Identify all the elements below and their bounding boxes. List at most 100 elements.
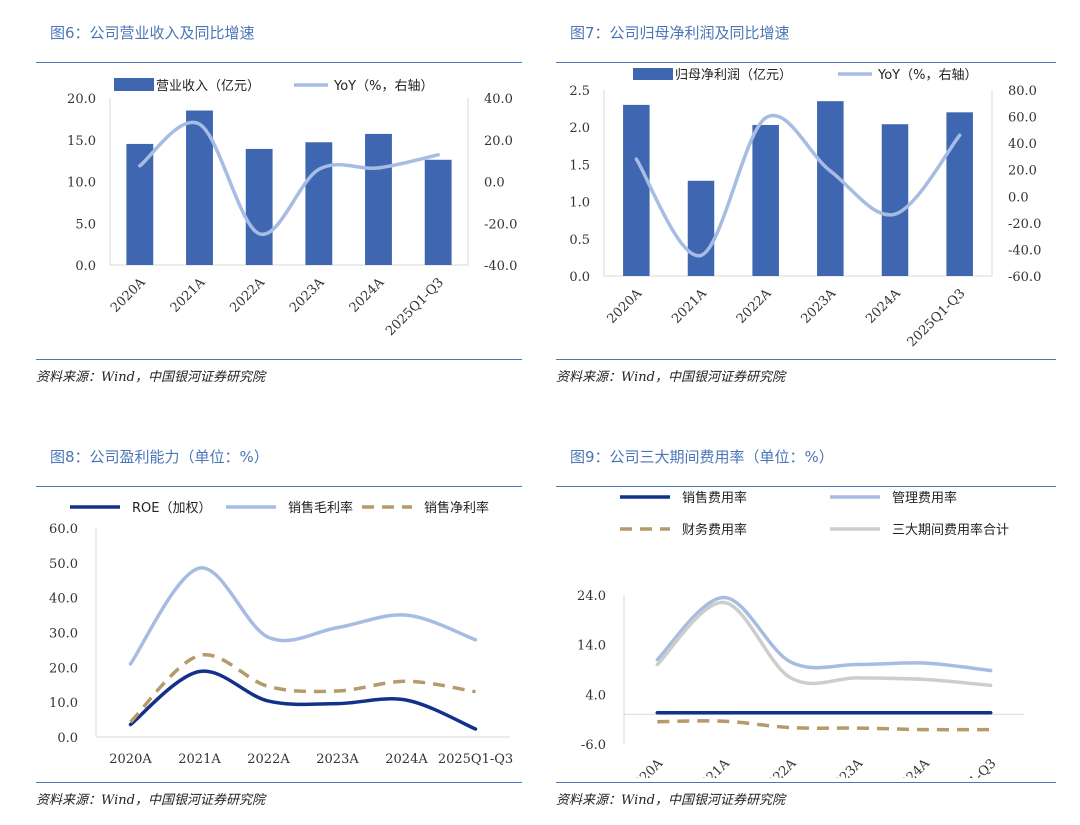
legend-bar-label: 归母净利润（亿元）	[675, 68, 792, 83]
yoy-line	[634, 113, 962, 258]
y-left-tick-label: 0.5	[569, 233, 590, 248]
y-right-tick-label: 0.0	[1008, 190, 1029, 205]
y-right-tick-label: 20.0	[1008, 164, 1037, 179]
x-tick-label: 2020A	[626, 756, 667, 778]
y-tick-label: 30.0	[49, 627, 78, 642]
legend-bar-swatch	[114, 78, 154, 91]
figure-6-bottom-rule	[36, 359, 522, 360]
y-right-tick-label: 20.0	[484, 134, 513, 149]
x-tick-label: 2023A	[826, 756, 867, 778]
x-tick-label: 2021A	[669, 286, 710, 327]
y-tick-label: 0.0	[57, 731, 78, 746]
y-left-tick-label: 0.0	[75, 259, 96, 274]
y-left-tick-label: 10.0	[67, 176, 96, 191]
figure-8-chart: 60.0 50.0 40.0 30.0 20.0 10.0 0.0 2020A 2021A 202…	[49, 500, 513, 767]
figure-9-source: 资料来源：Wind，中国银河证券研究院	[556, 793, 785, 808]
y-tick-label: 60.0	[49, 522, 78, 537]
figure-8-title: 图8：公司盈利能力（单位：%）	[50, 448, 269, 466]
y-tick-label: 50.0	[49, 557, 78, 572]
figure-9-title-rule	[556, 486, 1056, 487]
y-left-tick-label: 2.5	[569, 84, 590, 99]
y-left-tick-label: 1.0	[569, 196, 590, 211]
x-tick-label: 2025Q1-Q3	[936, 756, 1000, 778]
y-left-tick-label: 2.0	[569, 121, 590, 136]
figure-8-source: 资料来源：Wind，中国银河证券研究院	[36, 793, 265, 808]
bar-2022A	[752, 124, 779, 276]
bar-2024A	[365, 133, 392, 265]
y-left-tick-label: 20.0	[67, 92, 96, 107]
x-tick-label: 2023A	[316, 752, 359, 767]
y-left-tick-label: 0.0	[569, 270, 590, 285]
legend-bar-swatch	[633, 68, 673, 80]
figure-7-bottom-rule	[556, 359, 1056, 360]
y-tick-label: 20.0	[49, 661, 78, 676]
x-tick-label: 2025Q1-Q3	[438, 752, 513, 767]
series-line-1	[128, 566, 478, 666]
legend-label-0: 销售费用率	[682, 490, 747, 506]
y-right-tick-label: 40.0	[1008, 137, 1037, 152]
bar-2023A	[305, 142, 333, 265]
x-tick-label: 2021A	[692, 756, 733, 778]
y-tick-label: 24.0	[577, 589, 606, 604]
figure-6-panel: 图6：公司营业收入及同比增速 20.0 15.0 10.0 5.0 0.0 40.0 20.…	[36, 18, 522, 390]
x-tick-label: 2022A	[759, 756, 800, 778]
figure-6-source: 资料来源：Wind，中国银河证券研究院	[36, 370, 265, 385]
x-tick-label: 2020A	[109, 752, 152, 767]
x-tick-label: 2025Q1-Q3	[905, 286, 969, 350]
series-line-1	[655, 595, 993, 673]
figure-9-chart: 24.0 14.0 4.0 -6.0 2020A 2021A 2022A 2023A 2024A…	[577, 490, 1024, 778]
figure-7-panel: 图7：公司归母净利润及同比增速 2.5 2.0 1.5 1.0 0.5 0.0 80.0 60…	[556, 18, 1056, 390]
bar-2024A	[881, 124, 909, 276]
y-right-tick-label: -40.0	[1008, 243, 1041, 258]
figure-6-title-rule	[36, 62, 522, 63]
y-left-tick-label: 5.0	[75, 217, 96, 232]
y-left-tick-label: 15.0	[67, 134, 96, 149]
y-left-tick-label: 1.5	[569, 158, 590, 173]
y-tick-label: 14.0	[577, 639, 606, 654]
y-right-tick-label: -20.0	[484, 217, 517, 232]
figure-6-title: 图6：公司营业收入及同比增速	[50, 24, 255, 42]
x-tick-label: 2021A	[168, 275, 209, 316]
x-tick-label: 2024A	[385, 752, 428, 767]
series-line-2	[129, 653, 476, 724]
bar-2023A	[817, 101, 844, 276]
yoy-line	[138, 120, 440, 236]
figure-9-panel: 图9：公司三大期间费用率（单位：%） 24.0 14.0 4.0 -6.0 2020A 2…	[556, 442, 1056, 814]
y-tick-label: -6.0	[581, 738, 606, 753]
y-right-tick-label: 80.0	[1008, 84, 1037, 99]
legend-line-label: YoY（%，右轴）	[877, 68, 977, 83]
x-tick-label: 2024A	[863, 286, 904, 327]
legend-label-1: 管理费用率	[892, 490, 957, 506]
legend-line-label: YoY（%，右轴）	[333, 79, 433, 94]
x-tick-label: 2024A	[892, 756, 933, 778]
figure-7-chart: 2.5 2.0 1.5 1.0 0.5 0.0 80.0 60.0 40.0 20.0 0.0 -20…	[569, 68, 1041, 350]
series-line-2	[657, 719, 991, 732]
y-right-tick-label: 60.0	[1008, 111, 1037, 126]
y-right-tick-label: -60.0	[1008, 270, 1041, 285]
figure-8-bottom-rule	[36, 782, 522, 783]
figure-9-bottom-rule	[556, 782, 1056, 783]
figure-7-title-rule	[556, 62, 1056, 63]
bar-2020A	[623, 104, 650, 276]
x-tick-label: 2022A	[227, 275, 268, 316]
figure-7-title: 图7：公司归母净利润及同比增速	[570, 24, 790, 42]
legend-label-1: 销售毛利率	[288, 500, 353, 516]
legend-label-3: 三大期间费用率合计	[892, 522, 1009, 538]
figure-7-source: 资料来源：Wind，中国银河证券研究院	[556, 370, 785, 385]
x-tick-label: 2025Q1-Q3	[383, 275, 447, 339]
x-tick-label: 2020A	[605, 286, 646, 327]
legend-label-2: 财务费用率	[682, 522, 747, 538]
legend-label-0: ROE（加权）	[132, 500, 211, 516]
x-tick-label: 2023A	[287, 275, 328, 316]
y-tick-label: 10.0	[49, 696, 78, 711]
x-tick-label: 2022A	[734, 286, 775, 327]
x-tick-label: 2021A	[178, 752, 221, 767]
bar-2022A	[245, 148, 273, 265]
bar-2025Q1-Q3	[946, 112, 973, 276]
y-tick-label: 40.0	[49, 592, 78, 607]
bar-2025Q1-Q3	[424, 159, 452, 265]
figure-9-title: 图9：公司三大期间费用率（单位：%）	[570, 448, 834, 466]
figure-8-panel: 图8：公司盈利能力（单位：%） 60.0 50.0 40.0 30.0 20.0 10.0…	[36, 442, 522, 814]
legend-bar-label: 营业收入（亿元）	[156, 79, 260, 94]
bar-2021A	[687, 180, 715, 276]
